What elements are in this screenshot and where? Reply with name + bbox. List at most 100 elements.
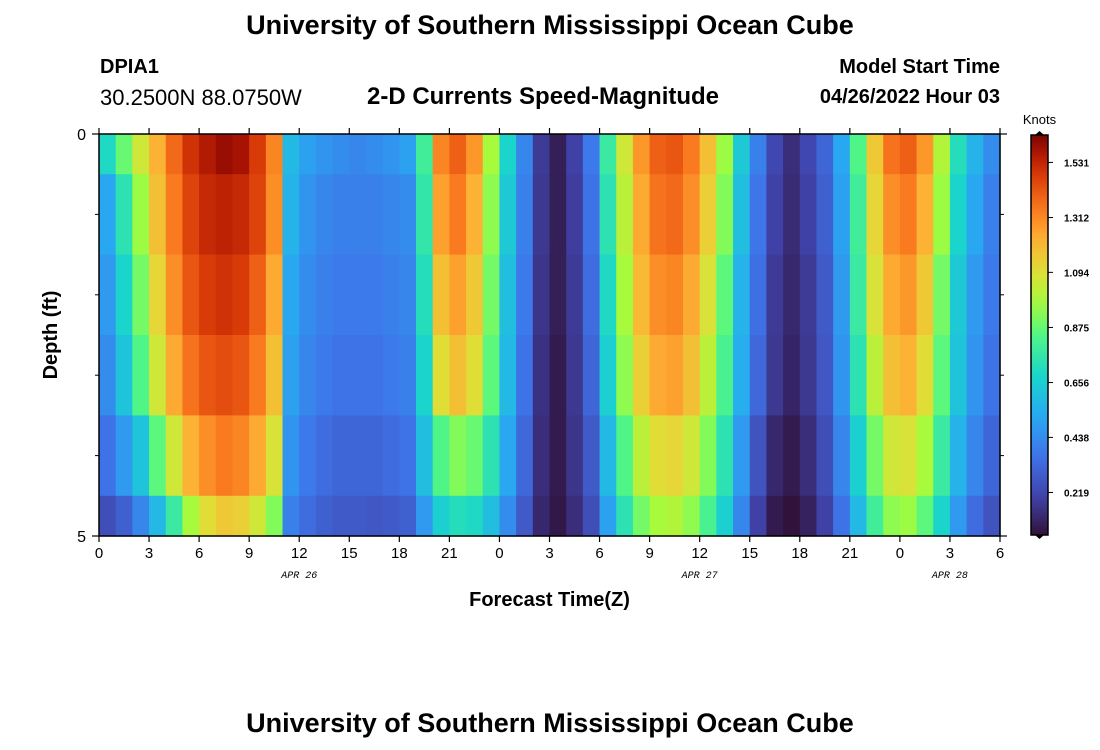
heatmap-cell [783, 415, 801, 497]
heatmap-cell [866, 495, 884, 537]
heatmap-cell [849, 174, 868, 256]
heatmap-cell [416, 495, 434, 537]
heatmap-cell [132, 415, 150, 497]
x-tick-label: 15 [741, 545, 758, 562]
heatmap-cell [749, 254, 768, 336]
heatmap-cell [282, 174, 300, 256]
heatmap-cell [482, 174, 501, 256]
heatmap-cell [599, 254, 617, 336]
heatmap-cell [733, 254, 751, 336]
heatmap-cell [349, 415, 367, 497]
heatmap-cell [833, 335, 851, 416]
heatmap-cell [482, 254, 501, 336]
heatmap-cell [115, 134, 133, 175]
model-start-value: 04/26/2022 Hour 03 [819, 86, 1000, 108]
heatmap-cell [482, 495, 501, 537]
heatmap-cell [649, 495, 667, 537]
heatmap-cell [616, 134, 634, 175]
x-axis-label: Forecast Time(Z) [469, 589, 630, 611]
x-tick-label: 3 [545, 545, 553, 562]
heatmap-cell [632, 134, 651, 175]
heatmap-cell [499, 134, 517, 175]
heatmap-cell [566, 174, 584, 256]
heatmap-cell [716, 415, 734, 497]
heatmap-cell [983, 134, 1001, 175]
heatmap-cell [682, 415, 701, 497]
heatmap-cell [215, 495, 234, 537]
heatmap-cell [883, 174, 901, 256]
heatmap-cell [182, 415, 200, 497]
heatmap-cell [215, 134, 234, 175]
heatmap-cell [949, 174, 968, 256]
heatmap-cell [282, 415, 300, 497]
heatmap-cell [833, 254, 851, 336]
heatmap-cell [649, 134, 667, 175]
heatmap-cell [315, 335, 334, 416]
x-tick-label: 18 [791, 545, 808, 562]
heatmap-cell [899, 134, 918, 175]
heatmap-cell [549, 415, 567, 497]
heatmap-cell [332, 495, 350, 537]
heatmap-cell [983, 335, 1001, 416]
heatmap-cell [182, 335, 200, 416]
heatmap-cell [549, 495, 567, 537]
heatmap-cell [582, 415, 601, 497]
heatmap-cell [416, 335, 434, 416]
heatmap-cell [616, 415, 634, 497]
heatmap-cell [966, 495, 984, 537]
heatmap-cell [632, 174, 651, 256]
heatmap-cell [766, 134, 784, 175]
heatmap-cell [599, 335, 617, 416]
station-coordinates: 30.2500N 88.0750W [100, 85, 302, 110]
heatmap-cell [666, 174, 684, 256]
heatmap-cell [649, 415, 667, 497]
heatmap-cell [399, 254, 417, 336]
heatmap-cell [332, 174, 350, 256]
heatmap-cell [866, 134, 884, 175]
heatmap-cell [916, 415, 934, 497]
heatmap-cell [833, 495, 851, 537]
heatmap-cell [616, 254, 634, 336]
heatmap-cell [215, 254, 234, 336]
heatmap-cell [365, 495, 384, 537]
heatmap-cell [849, 335, 868, 416]
x-tick-label: 9 [245, 545, 253, 562]
heatmap-cell [449, 415, 467, 497]
heatmap-cell [315, 495, 334, 537]
heatmap-cell [349, 174, 367, 256]
heatmap-cell [482, 335, 501, 416]
heatmap-cell [265, 254, 284, 336]
heatmap-cell [232, 415, 250, 497]
heatmap-cell [532, 254, 551, 336]
heatmap-cell [582, 174, 601, 256]
heatmap-cell [749, 174, 768, 256]
heatmap-cell [365, 415, 384, 497]
heatmap-cell [549, 254, 567, 336]
heatmap-cell [265, 415, 284, 497]
heatmap-cell [566, 254, 584, 336]
heatmap-cell [382, 174, 400, 256]
heatmap-cell [482, 415, 501, 497]
heatmap-cell [432, 254, 450, 336]
heatmap-cell [532, 415, 551, 497]
heatmap-cell [182, 134, 200, 175]
x-tick-label: 9 [645, 545, 653, 562]
heatmap-cell [866, 415, 884, 497]
heatmap-cell [299, 254, 317, 336]
heatmap-cell [666, 495, 684, 537]
heatmap-cell [332, 335, 350, 416]
heatmap-cell [699, 495, 717, 537]
heatmap-cell [382, 495, 400, 537]
heatmap-cell [466, 174, 484, 256]
heatmap-cell [899, 415, 918, 497]
heatmap-cell [432, 335, 450, 416]
heatmap-cell [149, 134, 167, 175]
heatmap-cell [716, 495, 734, 537]
y-tick-label: 0 [77, 127, 86, 144]
heatmap-cell [749, 134, 768, 175]
heatmap-cell [666, 415, 684, 497]
heatmap-cell [399, 134, 417, 175]
heatmap-cell [899, 254, 918, 336]
heatmap-cells [99, 134, 1001, 537]
colorbar-tick-label: 1.531 [1064, 158, 1089, 169]
